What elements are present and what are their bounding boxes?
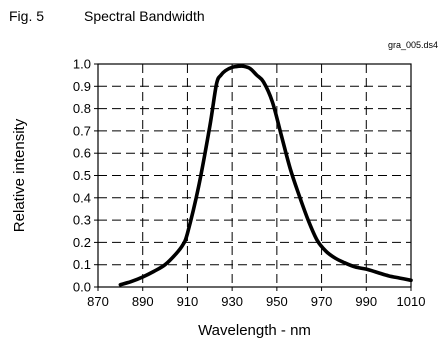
x-axis: 870 890 910 930 950 970 990 1010 [87,287,425,309]
grid [98,64,411,287]
x-axis-title: Wavelength - nm [198,322,311,339]
x-tick-label: 950 [266,294,288,309]
x-tick-label: 930 [221,294,243,309]
x-tick-label: 870 [87,294,109,309]
y-tick-label: 0.3 [73,213,91,228]
x-tick-label: 990 [355,294,377,309]
file-tag: gra_005.ds4 [387,40,438,50]
x-tick-label: 1010 [397,294,426,309]
x-tick-label: 910 [177,294,199,309]
y-tick-label: 0.8 [73,101,91,116]
x-tick-label: 890 [132,294,154,309]
y-tick-label: 0.6 [73,146,91,161]
y-tick-label: 0.2 [73,235,91,250]
y-tick-label: 0.0 [73,280,91,295]
figure-title: Spectral Bandwidth [84,8,205,24]
y-tick-label: 0.7 [73,123,91,138]
y-tick-label: 0.9 [73,79,91,94]
figure-header: Fig. 5 Spectral Bandwidth [9,8,205,24]
y-tick-label: 1.0 [73,57,91,72]
x-tick-label: 970 [311,294,333,309]
y-tick-label: 0.1 [73,257,91,272]
y-axis-title: Relative intensity [11,118,28,232]
spectral-curve [118,64,413,287]
y-axis: 0.0 0.1 0.2 0.3 0.4 0.5 0.6 0.7 0.8 0.9 1.0 [73,57,98,295]
y-tick-label: 0.4 [73,190,91,205]
figure-number: Fig. 5 [9,8,45,24]
series [118,64,413,287]
y-tick-label: 0.5 [73,168,91,183]
